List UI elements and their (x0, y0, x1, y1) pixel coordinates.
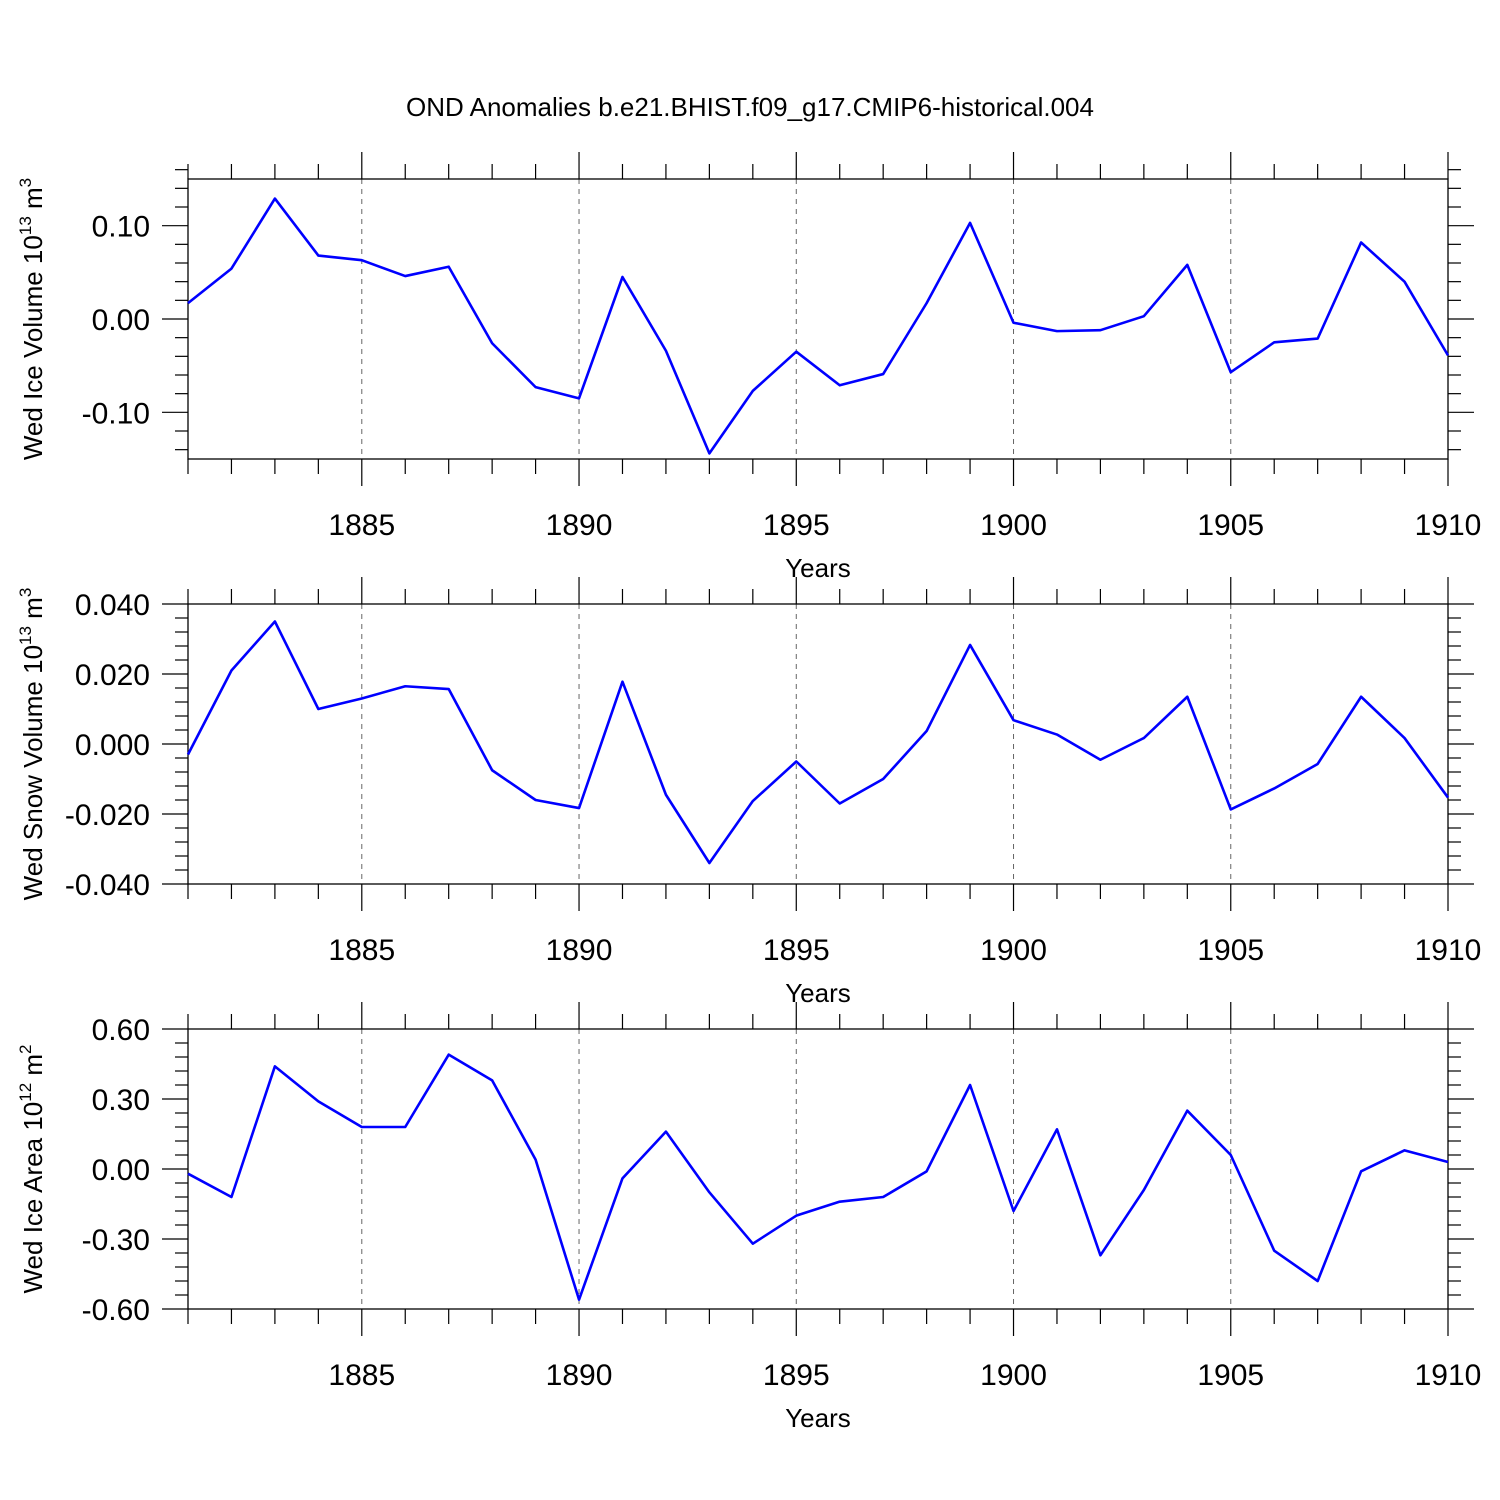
y-tick-label: 0.00 (92, 304, 150, 337)
y-axis-label: Wed Ice Area 1012 m2 (16, 1044, 48, 1293)
chart-panel-3: -0.60 -0.30 0.00 0.30 0.60 1885 1890 1895 1900 19… (16, 1002, 1481, 1433)
y-tick-label: 0.30 (92, 1084, 150, 1117)
y-axis-label: Wed Snow Volume 1013 m3 (16, 588, 48, 901)
y-tick-label: -0.60 (82, 1294, 150, 1327)
y-tick-label: 0.10 (92, 211, 150, 244)
y-axis-label-text: Wed Snow Volume 10 (18, 645, 48, 900)
series-line-1 (186, 620, 1450, 865)
y-axis-label-superscript: 2 (16, 1044, 35, 1053)
y-axis-label-text: Wed Ice Area 10 (18, 1102, 48, 1294)
x-tick-label: 1885 (328, 934, 395, 967)
x-tick-label: 1910 (1415, 934, 1482, 967)
x-axis-label: Years (785, 553, 851, 583)
y-axis-label-text: Wed Ice Volume 10 (18, 235, 48, 460)
y-tick-label: 0.040 (75, 589, 150, 622)
x-tick-label: 1890 (546, 934, 613, 967)
y-axis-label: Wed Ice Volume 1013 m3 (16, 178, 48, 460)
x-tick-label: 1895 (763, 1359, 830, 1392)
x-tick-label: 1895 (763, 509, 830, 542)
x-tick-label: 1900 (980, 934, 1047, 967)
plot-frame (187, 603, 1449, 885)
x-tick-label: 1895 (763, 934, 830, 967)
y-tick-label: -0.020 (65, 799, 150, 832)
y-axis-label-superscript: 3 (16, 588, 35, 597)
y-axis-label-superscript: 12 (16, 1083, 35, 1102)
y-tick-label: 0.020 (75, 659, 150, 692)
plot-frame (187, 178, 1449, 460)
series-line-1 (187, 1053, 1449, 1301)
x-axis-label: Years (785, 1403, 851, 1433)
y-tick-label: 0.000 (75, 729, 150, 762)
x-axis-label: Years (785, 978, 851, 1008)
x-tick-label: 1905 (1197, 509, 1264, 542)
y-tick-label: -0.30 (82, 1224, 150, 1257)
x-tick-label: 1905 (1197, 1359, 1264, 1392)
x-tick-label: 1885 (328, 1359, 395, 1392)
y-axis-label-superscript: 3 (16, 178, 35, 187)
x-tick-label: 1900 (980, 1359, 1047, 1392)
y-tick-label: 0.60 (92, 1014, 150, 1047)
x-tick-label: 1905 (1197, 934, 1264, 967)
x-tick-label: 1910 (1415, 509, 1482, 542)
series-line-1 (187, 197, 1450, 455)
y-tick-label: -0.040 (65, 869, 150, 902)
panels: -0.10 0.00 0.10 1885 1890 1895 1900 1905 1910 Yea… (16, 152, 1481, 1433)
chart-panel-2: -0.040 -0.020 0.000 0.020 0.040 1885 1890 1895 1… (16, 577, 1481, 1008)
y-tick-label: 0.00 (92, 1154, 150, 1187)
y-axis-label-text: m (18, 187, 48, 216)
chart-panel-1: -0.10 0.00 0.10 1885 1890 1895 1900 1905 1910 Yea… (16, 152, 1481, 583)
figure-title: OND Anomalies b.e21.BHIST.f09_g17.CMIP6-… (406, 92, 1094, 122)
x-tick-label: 1890 (546, 1359, 613, 1392)
x-tick-label: 1900 (980, 509, 1047, 542)
x-tick-label: 1910 (1415, 1359, 1482, 1392)
y-axis-label-superscript: 13 (16, 216, 35, 235)
y-axis-label-text: m (18, 597, 48, 626)
y-axis-label-superscript: 13 (16, 626, 35, 645)
plot-frame (187, 1028, 1449, 1310)
x-tick-label: 1890 (546, 509, 613, 542)
y-axis-label-text: m (18, 1054, 48, 1083)
y-tick-label: -0.10 (82, 397, 150, 430)
x-tick-label: 1885 (328, 509, 395, 542)
